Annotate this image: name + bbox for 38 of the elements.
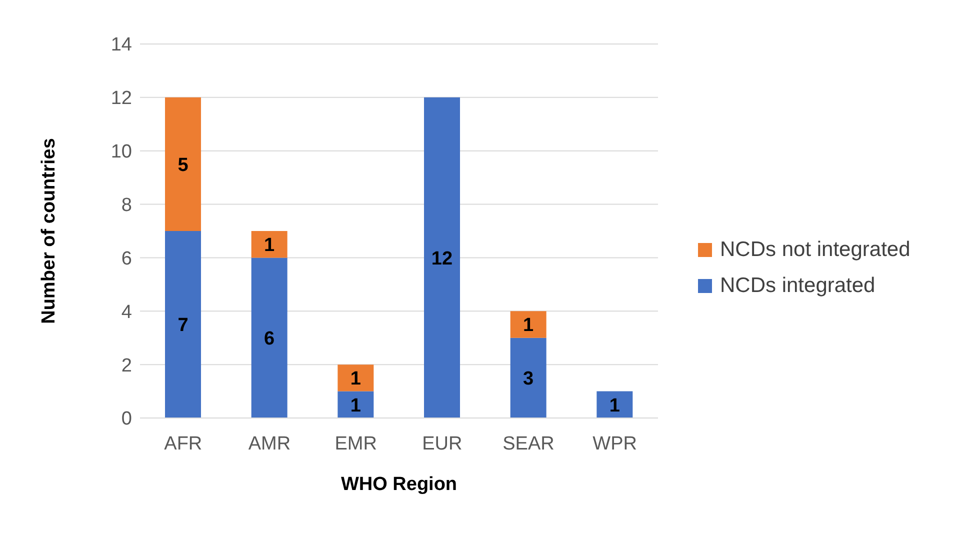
y-axis-title: Number of countries bbox=[38, 138, 60, 324]
bar bbox=[510, 338, 546, 418]
x-tick-label: EMR bbox=[334, 433, 377, 454]
x-tick-label: AFR bbox=[164, 433, 202, 454]
y-tick-label: 4 bbox=[121, 302, 132, 323]
y-tick-label: 0 bbox=[121, 408, 132, 430]
legend-label: NCDs not integrated bbox=[720, 238, 910, 262]
bar bbox=[596, 391, 633, 418]
data-label: 6 bbox=[264, 328, 275, 350]
y-tick-label: 10 bbox=[110, 142, 132, 163]
data-label: 1 bbox=[264, 235, 276, 256]
bar bbox=[251, 231, 288, 258]
y-tick-label: 8 bbox=[121, 195, 132, 216]
bar bbox=[338, 364, 374, 392]
data-label: 1 bbox=[350, 395, 362, 416]
x-tick-label: SEAR bbox=[502, 433, 554, 454]
y-tick-label: 12 bbox=[110, 88, 132, 110]
bar bbox=[510, 311, 546, 338]
data-label: 1 bbox=[523, 315, 534, 336]
bar bbox=[424, 97, 460, 418]
x-tick-label: AMR bbox=[248, 433, 291, 454]
data-label: 5 bbox=[178, 154, 189, 176]
data-label: 3 bbox=[523, 368, 534, 390]
legend-label: NCDs integrated bbox=[720, 274, 876, 298]
data-label: 12 bbox=[431, 248, 453, 270]
y-tick-label: 6 bbox=[121, 248, 132, 270]
data-label: 7 bbox=[178, 315, 188, 336]
y-tick-label: 2 bbox=[121, 355, 132, 376]
x-tick-label: EUR bbox=[422, 433, 462, 454]
bar bbox=[165, 231, 201, 418]
bar bbox=[251, 258, 288, 418]
data-label: 1 bbox=[609, 395, 620, 416]
bar bbox=[165, 97, 201, 231]
data-label: 1 bbox=[350, 368, 362, 390]
y-tick-label: 14 bbox=[110, 34, 132, 56]
x-axis-title: WHO Region bbox=[340, 474, 458, 495]
x-tick-label: WPR bbox=[592, 433, 637, 454]
bar bbox=[338, 391, 374, 418]
